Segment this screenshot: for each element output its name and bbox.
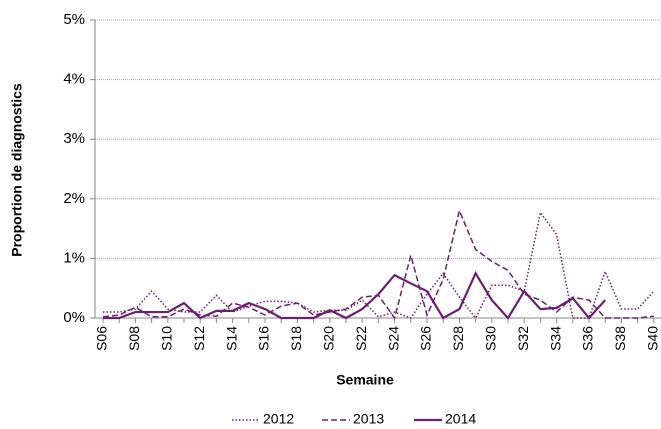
x-tick-label: S18 (288, 326, 304, 351)
legend-label: 2013 (353, 411, 384, 427)
y-tick-label: 5% (63, 11, 85, 28)
x-tick-label: S20 (321, 326, 337, 351)
y-tick-label: 1% (63, 249, 85, 266)
x-tick-label: S22 (353, 326, 369, 351)
legend-label: 2012 (263, 411, 294, 427)
x-tick-label: S28 (450, 326, 466, 351)
x-tick-label: S12 (191, 326, 207, 351)
x-tick-label: S38 (612, 326, 628, 351)
x-axis-title: Semaine (336, 372, 394, 388)
y-tick-label: 0% (63, 309, 85, 326)
x-tick-label: S14 (223, 326, 239, 351)
y-tick-label: 4% (63, 71, 85, 88)
x-tick-label: S30 (483, 326, 499, 351)
x-tick-label: S36 (580, 326, 596, 351)
x-tick-label: S08 (126, 326, 142, 351)
y-axis-title: Proportion de diagnostics (9, 83, 25, 257)
line-series (103, 210, 655, 320)
x-tick-label: S06 (94, 326, 110, 351)
x-tick-label: S10 (159, 326, 175, 351)
y-tick-label: 3% (63, 130, 85, 147)
y-tick-label: 2% (63, 190, 85, 207)
line-series (102, 208, 654, 320)
x-tick-label: S32 (515, 326, 531, 351)
line-series (103, 270, 607, 320)
x-tick-label: S24 (385, 326, 401, 351)
x-tick-label: S40 (645, 326, 661, 351)
legend-label: 2014 (445, 411, 476, 427)
x-tick-label: S26 (418, 326, 434, 351)
x-tick-label: S16 (256, 326, 272, 351)
x-tick-label: S34 (547, 326, 563, 351)
